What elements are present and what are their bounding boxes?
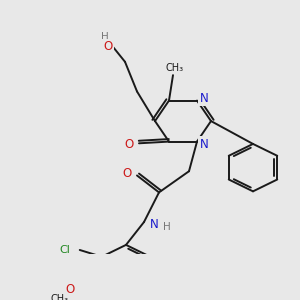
Text: O: O bbox=[103, 40, 112, 53]
Text: H: H bbox=[163, 222, 171, 232]
Text: N: N bbox=[200, 138, 208, 151]
Text: Cl: Cl bbox=[59, 245, 70, 255]
Text: N: N bbox=[200, 92, 208, 104]
Text: N: N bbox=[150, 218, 158, 231]
Text: O: O bbox=[65, 283, 75, 296]
Text: CH₃: CH₃ bbox=[51, 294, 69, 300]
Text: O: O bbox=[122, 167, 132, 180]
Text: H: H bbox=[101, 32, 109, 42]
Text: O: O bbox=[124, 138, 134, 151]
Text: CH₃: CH₃ bbox=[166, 63, 184, 74]
